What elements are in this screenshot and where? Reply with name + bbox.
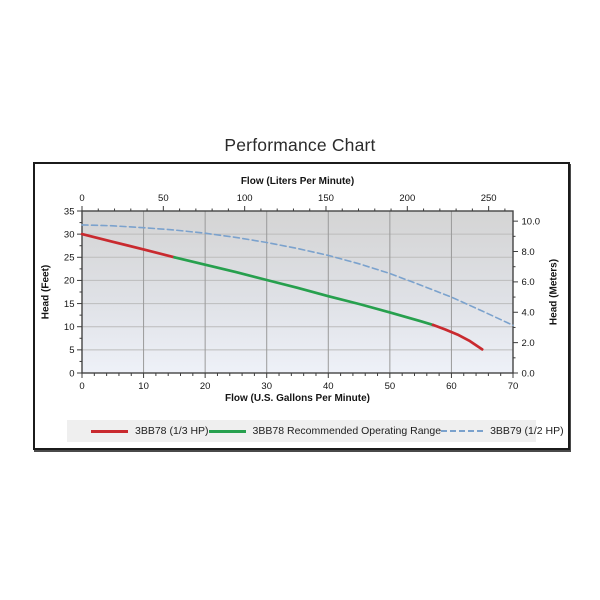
legend-item: 3BB78 (1/3 HP) bbox=[91, 425, 209, 437]
chart-frame bbox=[33, 162, 570, 450]
legend-swatch-green-line bbox=[208, 429, 246, 433]
top-axis-title: Flow (Liters Per Minute) bbox=[240, 176, 355, 187]
legend-item: 3BB79 (1/2 HP) bbox=[441, 425, 564, 437]
legend-label: 3BB78 (1/3 HP) bbox=[135, 425, 209, 437]
chart-legend: 3BB78 (1/3 HP) 3BB78 Recommended Operatin… bbox=[67, 420, 564, 442]
left-axis-title: Head (Feet) bbox=[40, 264, 52, 320]
legend-item: 3BB78 Recommended Operating Range bbox=[208, 425, 442, 437]
legend-swatch-blue-line bbox=[441, 430, 484, 432]
bottom-axis-title: Flow (U.S. Gallons Per Minute) bbox=[224, 393, 370, 404]
legend-swatch-red-line bbox=[91, 429, 128, 433]
legend-label: 3BB79 (1/2 HP) bbox=[490, 425, 564, 437]
legend-label: 3BB78 Recommended Operating Range bbox=[252, 425, 442, 437]
chart-title: Performance Chart bbox=[224, 135, 376, 155]
right-axis-title: Head (Meters) bbox=[548, 258, 560, 326]
